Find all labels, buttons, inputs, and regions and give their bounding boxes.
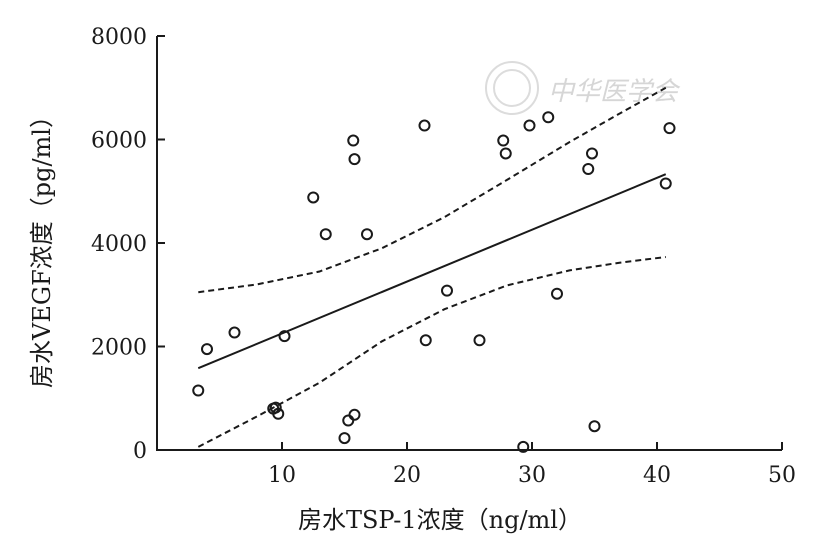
- data-point: [272, 407, 285, 420]
- data-point: [347, 134, 360, 147]
- watermark-seal-icon: [485, 61, 539, 115]
- y-tick-label: 2000: [91, 336, 147, 361]
- watermark-text: 中华医学会: [548, 77, 681, 107]
- data-point: [586, 147, 598, 160]
- y-tick-label: 4000: [91, 232, 147, 257]
- regression-line: [197, 173, 667, 370]
- axes: [156, 36, 782, 451]
- x-tick-label: 50: [768, 463, 796, 488]
- y-tick-label: 6000: [91, 129, 147, 154]
- data-point: [278, 330, 291, 343]
- data-point: [307, 191, 320, 204]
- data-point: [542, 111, 555, 124]
- data-point: [663, 122, 676, 135]
- ci-upper-curve: [198, 86, 667, 294]
- watermark-seal-inner-icon: [493, 69, 531, 107]
- x-tick-label: 30: [518, 463, 546, 488]
- ci-lower-curve: [197, 256, 666, 448]
- data-point: [499, 147, 512, 160]
- data-point: [582, 162, 595, 175]
- data-point: [192, 384, 205, 397]
- data-point: [497, 134, 510, 147]
- data-point: [342, 414, 355, 427]
- data-point: [441, 284, 453, 297]
- data-point: [588, 420, 601, 433]
- y-tick-label: 8000: [91, 25, 147, 50]
- x-tick-label: 10: [268, 463, 296, 488]
- data-point: [473, 334, 486, 347]
- data-point: [201, 343, 213, 356]
- data-point: [418, 119, 431, 132]
- data-point: [523, 119, 536, 132]
- data-point: [551, 287, 563, 300]
- x-axis-title: 房水TSP-1浓度（ng/ml）: [298, 506, 582, 534]
- data-point: [517, 440, 530, 453]
- data-point: [348, 408, 361, 421]
- data-point: [659, 177, 672, 190]
- x-axis-ticks: 10 20 30 40 50: [268, 442, 796, 488]
- data-points: [192, 111, 676, 453]
- data-point: [419, 334, 432, 347]
- axis-lines: [156, 36, 782, 451]
- data-point: [269, 401, 282, 414]
- watermark: 中华医学会: [485, 61, 681, 115]
- data-point: [319, 228, 332, 241]
- y-tick-label: 0: [133, 439, 147, 464]
- data-point: [228, 326, 241, 339]
- data-point: [338, 432, 351, 445]
- data-point: [361, 228, 373, 241]
- data-point: [348, 153, 361, 166]
- x-tick-label: 20: [393, 463, 421, 488]
- y-axis-ticks: 0 2000 4000 6000 8000: [91, 25, 165, 464]
- y-axis-title: 房水VEGF浓度（pg/ml）: [28, 104, 56, 388]
- x-tick-label: 40: [643, 463, 671, 488]
